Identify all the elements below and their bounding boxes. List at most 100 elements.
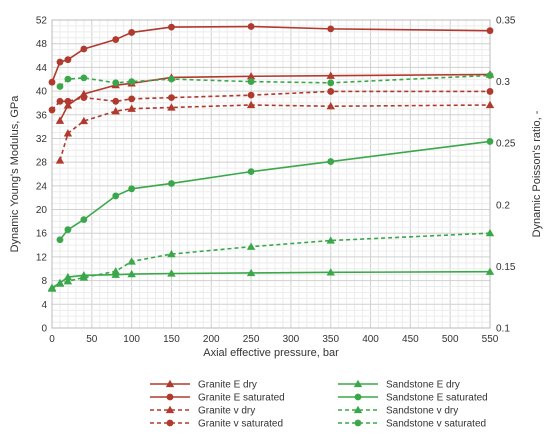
data-point — [47, 284, 57, 292]
data-point — [79, 273, 89, 281]
data-point — [127, 104, 136, 112]
data-point — [56, 58, 64, 66]
data-point — [485, 100, 495, 109]
data-point — [246, 242, 256, 250]
legend-marker — [165, 405, 175, 414]
legend-marker — [354, 419, 362, 427]
data-point — [80, 216, 88, 224]
y-tick-label: 52 — [36, 16, 48, 27]
data-point — [247, 78, 255, 85]
y-tick-label: 32 — [36, 134, 48, 145]
legend-item: Granite v dry — [150, 406, 255, 417]
data-point — [327, 79, 335, 87]
plot-area-frame — [51, 19, 491, 329]
data-point — [485, 228, 495, 237]
series-granite-v-saturated — [48, 88, 494, 114]
legend-item: Sandstone E saturated — [338, 393, 488, 404]
data-point — [63, 272, 73, 281]
x-tick-label: 0 — [49, 334, 55, 345]
data-point — [167, 269, 176, 277]
data-point — [55, 279, 65, 287]
data-point — [64, 226, 72, 234]
series-sandstone-e-saturated — [56, 138, 494, 244]
legend-marker — [353, 405, 363, 414]
data-point — [326, 236, 335, 244]
series-line — [51, 25, 491, 83]
x-tick-label: 100 — [123, 334, 140, 345]
data-point — [63, 129, 73, 137]
y2-axis-label: Dynamic Poisson's ratio, - — [531, 110, 543, 237]
data-point — [64, 97, 72, 105]
data-point — [128, 95, 136, 103]
data-point — [168, 75, 175, 83]
y-tick-label: 36 — [36, 110, 48, 121]
data-point — [112, 79, 120, 87]
data-point — [112, 97, 120, 105]
series-line — [59, 74, 491, 88]
legend-marker — [166, 393, 174, 401]
y-tick-label: 16 — [36, 229, 48, 240]
x-tick-label: 450 — [402, 334, 419, 345]
grid — [51, 19, 491, 329]
y-tick-label: 12 — [36, 252, 48, 263]
series-sandstone-v-dry — [47, 228, 495, 292]
data-point — [128, 78, 136, 85]
data-point — [247, 168, 255, 176]
data-point — [247, 91, 255, 99]
legend-marker — [354, 393, 362, 401]
legend-label: Granite E saturated — [198, 393, 285, 404]
data-point — [247, 23, 255, 30]
legend-marker — [165, 379, 175, 388]
x-tick-label: 150 — [163, 334, 180, 345]
data-point — [80, 45, 88, 53]
data-point — [112, 192, 120, 200]
data-point — [63, 276, 73, 285]
y-tick-label: 28 — [36, 158, 48, 169]
y-tick-label: 4 — [41, 300, 47, 311]
series-line — [51, 232, 491, 290]
legend-item: Sandstone v saturated — [338, 419, 486, 430]
y-tick-label: 40 — [36, 87, 48, 98]
data-point — [326, 268, 335, 276]
x-tick-label: 300 — [283, 334, 300, 345]
data-point — [486, 72, 494, 79]
y2-tick-label: 0.2 — [496, 200, 510, 211]
x-tick-label: 550 — [482, 334, 499, 345]
data-point — [112, 36, 120, 43]
data-point — [63, 101, 73, 109]
y-tick-label: 0 — [41, 324, 47, 335]
legend-label: Sandstone v saturated — [386, 419, 486, 430]
data-point — [80, 74, 88, 82]
x-tick-label: 50 — [86, 334, 98, 345]
data-point — [128, 29, 136, 36]
legend-label: Sandstone v dry — [386, 406, 458, 417]
data-point — [79, 116, 89, 125]
data-point — [80, 94, 88, 102]
data-point — [327, 25, 335, 33]
data-point — [246, 268, 256, 277]
data-point — [56, 97, 64, 105]
data-point — [326, 71, 335, 79]
series-granite-v-dry — [55, 100, 495, 164]
x-axis-label: Axial effective pressure, bar — [203, 347, 339, 359]
data-point — [486, 138, 494, 145]
x-tick-label: 500 — [442, 334, 459, 345]
tick-labels: 0 50 100 150 200 250 300 350 400 450 500 5500481216… — [36, 16, 516, 346]
x-tick-label: 400 — [362, 334, 379, 345]
y2-tick-label: 0.15 — [496, 262, 516, 273]
legend-label: Sandstone E dry — [386, 380, 460, 391]
data-point — [64, 56, 72, 64]
data-point — [486, 27, 494, 35]
legend-item: Granite E saturated — [150, 393, 285, 404]
x-tick-label: 200 — [203, 334, 220, 345]
data-point — [128, 185, 136, 193]
legend-marker — [166, 419, 174, 427]
y-axis-label: Dynamic Young's Modulus, GPa — [9, 95, 21, 253]
data-point — [48, 106, 56, 114]
legend-item: Granite E dry — [150, 380, 257, 391]
data-point — [127, 269, 136, 278]
legend-label: Sandstone E saturated — [386, 393, 488, 404]
data-point — [485, 267, 495, 275]
legend-item: Sandstone E dry — [338, 380, 460, 391]
